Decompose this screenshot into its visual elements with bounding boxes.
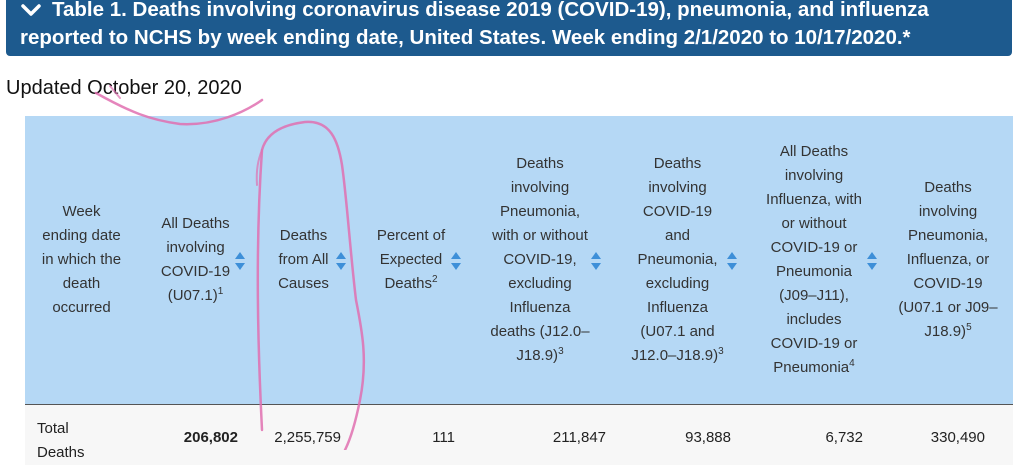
column-header-label: Deaths involving Pneumonia, with or with… [490,155,590,364]
table-title-line-2: reported to NCHS by week ending date, Un… [20,26,911,49]
cell-all-causes: 2,255,759 [274,429,341,446]
chevron-down-icon[interactable] [20,0,42,21]
updated-date: Updated October 20, 2020 [6,77,242,99]
column-header-label: All Deaths involving COVID-19 (U07.1)1 [160,215,231,304]
sort-icon[interactable] [235,251,245,271]
sort-icon[interactable] [727,251,737,271]
column-header-label: All Deaths involving Influenza, with or … [766,143,862,376]
cell-covid-deaths: 206,802 [183,429,238,446]
column-header-pic[interactable]: Deaths involving Pneumonia, Influenza, o… [883,116,1013,404]
row-label: Total Deaths [37,420,85,461]
column-header-label: Percent of Expected Deaths2 [376,227,446,292]
column-header-covid-deaths[interactable]: All Deaths involving COVID-19 (U07.1)1 [138,116,253,404]
cell-covid-pneumonia: 93,888 [685,429,731,446]
column-header-label: Deaths involving Pneumonia, Influenza, o… [898,179,998,340]
cell-influenza: 6,732 [825,429,863,446]
cell-pneumonia: 211,847 [552,429,606,446]
table-row: Total Deaths 206,802 2,255,759 111 211,8… [25,405,1013,465]
sort-icon[interactable] [451,251,461,271]
column-header-influenza[interactable]: All Deaths involving Influenza, with or … [745,116,883,404]
deaths-table: Week ending date in which the death occu… [25,116,1013,465]
sort-icon[interactable] [867,251,877,271]
column-header-pneumonia[interactable]: Deaths involving Pneumonia, with or with… [470,116,610,404]
table-title-line-1: Table 1. Deaths involving coronavirus di… [52,0,929,21]
sort-icon[interactable] [336,251,346,271]
cell-percent-expected: 111 [432,429,455,446]
table-title-banner[interactable]: Table 1. Deaths involving coronavirus di… [6,0,1012,56]
column-header-label: Week ending date in which the death occu… [41,203,122,316]
column-header-covid-pneumonia[interactable]: Deaths involving COVID-19 and Pneumonia,… [610,116,745,404]
column-header-percent-expected[interactable]: Percent of Expected Deaths2 [352,116,470,404]
cell-pic: 330,490 [930,429,985,446]
column-header-week-ending[interactable]: Week ending date in which the death occu… [25,116,138,404]
sort-icon[interactable] [591,251,601,271]
column-header-label: Deaths involving COVID-19 and Pneumonia,… [631,155,724,364]
column-header-label: Deaths from All Causes [278,227,329,292]
table-header: Week ending date in which the death occu… [25,116,1013,405]
